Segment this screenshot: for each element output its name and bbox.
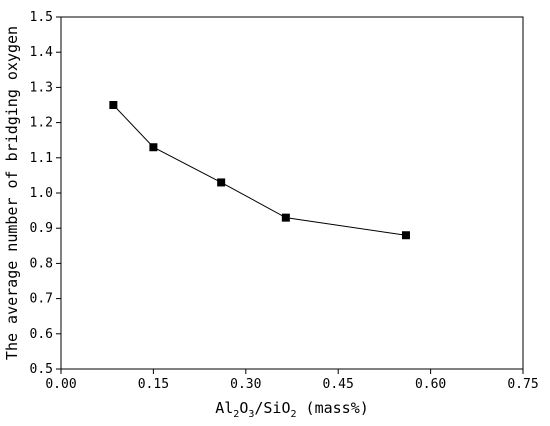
plot-frame [60,16,524,370]
data-point-marker [109,101,118,109]
y-axis-label: The average number of bridging oxygen [3,26,21,360]
y-tick-label: 0.6 [30,327,53,342]
x-tick-label: 0.45 [323,377,354,392]
x-tick-label: 0.30 [230,377,261,392]
y-axis-ticks: 0.5 0.6 0.7 0.8 0.9 1.0 1.1 1.2 1.3 1.4 1.5 [30,10,61,377]
x-tick-label: 0.00 [45,377,76,392]
x-tick-label: 0.60 [415,377,446,392]
x-tick-label: 0.15 [138,377,169,392]
data-point-marker [281,213,290,222]
y-tick-label: 0.7 [30,292,53,307]
x-axis-label-part-al: Al [215,399,233,417]
x-axis-ticks: 0.00 0.15 0.30 0.45 0.60 0.75 [45,369,539,392]
x-axis-label-sub-3: 3 [248,409,254,420]
y-tick-label: 1.4 [30,45,54,60]
y-tick-label: 0.8 [30,256,53,271]
x-axis-label-part-sio: /SiO [254,399,290,417]
data-point-marker [149,143,158,152]
y-tick-label: 1.0 [30,186,53,201]
y-tick-label: 1.2 [30,116,53,131]
x-axis-label-part-unit: (mass%) [297,399,369,417]
series-line [112,104,407,236]
y-tick-label: 1.3 [30,80,53,95]
x-axis-label-sub-2a: 2 [233,409,239,420]
data-point-marker [217,178,226,187]
x-axis-label-sub-2b: 2 [291,409,297,420]
x-axis-label: Al2O3/SiO2 (mass%) [215,399,369,420]
y-tick-label: 1.5 [30,10,53,25]
x-axis-label-part-o: O [239,399,248,417]
y-tick-label: 0.9 [30,221,53,236]
data-point-marker [401,231,410,240]
y-tick-label: 0.5 [30,362,53,377]
x-tick-label: 0.75 [507,377,538,392]
data-series [109,101,410,240]
y-tick-label: 1.1 [30,151,53,166]
